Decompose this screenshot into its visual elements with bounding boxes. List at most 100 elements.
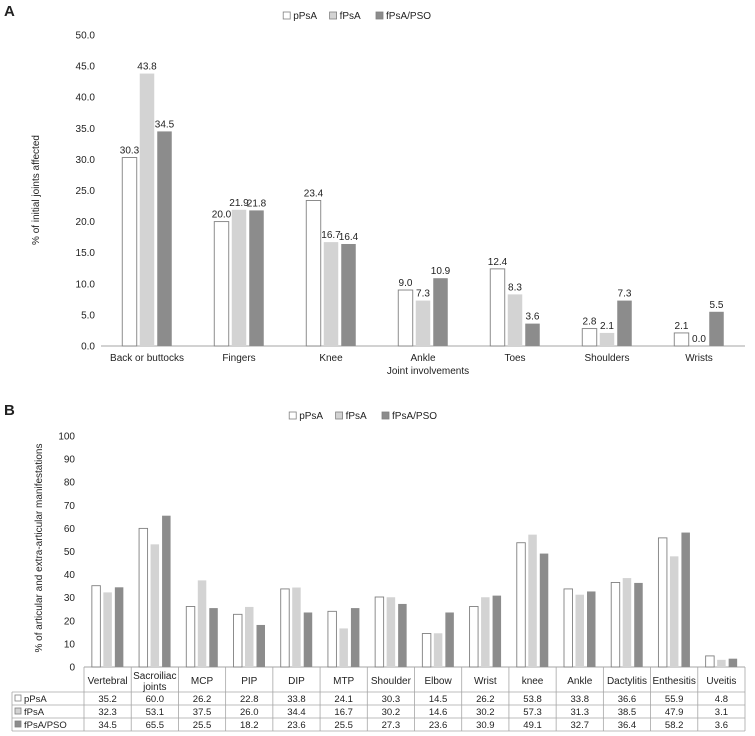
panel-a-bar-fpsa-pso-fingers	[249, 210, 264, 346]
panel-b-table-row-label-fpsa-pso: fPsA/PSO	[24, 720, 67, 731]
panel-b-y-tick-label: 60	[64, 524, 76, 535]
panel-a-data-label-ppsa-fingers: 20.0	[212, 210, 232, 221]
panel-b-bar-fpsa-pso-vertebral	[114, 587, 124, 667]
panel-a-data-label-fpsa-pso-shoulders: 7.3	[618, 289, 632, 300]
panel-a-y-tick-label: 50.0	[76, 31, 96, 42]
panel-b-y-tick-label: 50	[64, 547, 76, 558]
panel-b-bar-ppsa-elbow	[421, 633, 432, 668]
panel-b-bar-fpsa-pso-dactylitis	[634, 582, 643, 667]
panel-b-table-value-fpsa-vertebral: 32.3	[98, 707, 117, 718]
panel-b-y-tick-label: 90	[64, 455, 76, 466]
panel-a-bar-fpsa-back-or-buttocks	[139, 73, 155, 347]
panel-b-table-value-fpsa-enthesitis: 47.9	[665, 707, 684, 718]
panel-b-bar-fpsa-pso-mtp	[350, 608, 360, 667]
panel-b-bar-fpsa-pso-knee	[539, 553, 549, 667]
panel-a-bar-ppsa-toes	[489, 268, 506, 347]
panel-b-y-tick-label: 70	[64, 501, 76, 512]
panel-b-x-tick-label: Enthesitis	[652, 676, 695, 687]
panel-a-y-tick-label: 40.0	[76, 93, 96, 104]
panel-b-bar-fpsa-pso-sacroiliac-joints	[162, 515, 171, 667]
panel-b-table-row-label-ppsa: pPsA	[24, 694, 47, 705]
panel-b-bar-ppsa-ankle	[563, 588, 573, 668]
panel-b-table-row-swatch-fpsa-pso	[14, 720, 22, 728]
panel-b-table-value-ppsa-vertebral: 35.2	[98, 694, 117, 705]
panel-b-bar-fpsa-wrist	[481, 597, 490, 667]
panel-b-bar-fpsa-sacroiliac-joints	[150, 544, 160, 667]
panel-b-bar-ppsa-pip	[233, 613, 243, 668]
panel-b-bar-fpsa-pso-dip	[303, 612, 313, 667]
panel-b-x-tick-label: PIP	[241, 676, 257, 687]
panel-a-y-tick-label: 25.0	[76, 186, 96, 197]
panel-a-bar-fpsa-fingers	[231, 209, 247, 346]
panel-a-x-tick-label: Ankle	[410, 353, 435, 364]
legend-label-fpsa-pso: fPsA/PSO	[386, 11, 431, 22]
panel-b-table-value-fpsa-pso-wrist: 30.9	[476, 720, 495, 731]
panel-b-table-value-fpsa-pso-ankle: 32.7	[571, 720, 590, 731]
panel-b-bar-ppsa-uveitis	[705, 655, 715, 668]
panel-a-data-label-fpsa-wrists: 0.0	[692, 334, 706, 345]
panel-a-data-label-fpsa-back-or-buttocks: 43.8	[137, 62, 157, 73]
panel-a-data-label-ppsa-ankle: 9.0	[399, 278, 413, 289]
panel-b-bar-ppsa-wrist	[469, 606, 479, 668]
panel-b-table-value-ppsa-dip: 33.8	[287, 694, 306, 705]
panel-b-table-value-ppsa-mcp: 26.2	[193, 694, 212, 705]
panel-b-x-tick-label: Uveitis	[706, 676, 736, 687]
panel-b-table-value-ppsa-elbow: 14.5	[429, 694, 448, 705]
panel-a-data-label-fpsa-toes: 8.3	[508, 282, 522, 293]
panel-a-y-tick-label: 35.0	[76, 124, 96, 135]
panel-a-letter: A	[4, 3, 15, 20]
panel-b-x-tick-label: MTP	[333, 676, 354, 687]
panel-b-y-tick-label: 20	[64, 616, 76, 627]
panel-a-bar-fpsa-pso-knee	[341, 243, 356, 346]
panel-b-bar-fpsa-dactylitis	[622, 578, 632, 667]
panel-b-bar-fpsa-pso-elbow	[445, 612, 454, 667]
legend-swatch-fpsa-pso	[381, 411, 390, 420]
panel-b-x-tick-label: DIP	[288, 676, 305, 687]
panel-b-table-value-fpsa-ankle: 31.3	[571, 707, 590, 718]
panel-b-y-tick-label: 30	[64, 593, 76, 604]
panel-b-bar-fpsa-pso-pip	[256, 624, 265, 667]
panel-a-x-tick-label: Back or buttocks	[110, 353, 184, 364]
panel-b-y-tick-label: 0	[69, 663, 75, 674]
panel-a-data-label-fpsa-fingers: 21.9	[229, 198, 249, 209]
panel-b-x-tick-label: Elbow	[424, 676, 452, 687]
panel-a-bar-ppsa-fingers	[213, 221, 230, 347]
panel-b-table-value-fpsa-pso-shoulder: 27.3	[382, 720, 401, 731]
panel-b-bar-ppsa-dactylitis	[610, 582, 621, 668]
panel-b-bar-fpsa-pip	[245, 606, 254, 667]
panel-b-table-value-ppsa-sacroiliac-joints: 60.0	[146, 694, 165, 705]
panel-b-bar-ppsa-mtp	[327, 610, 337, 668]
legend-swatch-fpsa	[329, 11, 338, 20]
panel-b-y-tick-label: 40	[64, 570, 76, 581]
panel-b-table-value-fpsa-pso-dactylitis: 36.4	[618, 720, 637, 731]
panel-a-bar-ppsa-wrists	[673, 332, 690, 347]
panel-b-x-tick-label: Shoulder	[371, 676, 412, 687]
panel-b-x-tick-label: knee	[522, 676, 544, 687]
legend-label-ppsa: pPsA	[293, 11, 317, 22]
panel-b-y-tick-label: 10	[64, 639, 76, 650]
legend-label-fpsa: fPsA	[346, 411, 367, 422]
panel-b-table-value-fpsa-pso-knee: 49.1	[523, 720, 542, 731]
panel-b-table-value-fpsa-sacroiliac-joints: 53.1	[146, 707, 165, 718]
panel-a-data-label-fpsa-pso-ankle: 10.9	[431, 266, 451, 277]
panel-a-y-tick-label: 30.0	[76, 155, 96, 166]
panel-b-table-value-fpsa-pso-vertebral: 34.5	[98, 720, 117, 731]
panel-b-table-value-ppsa-wrist: 26.2	[476, 694, 495, 705]
panel-a-y-tick-label: 0.0	[81, 342, 95, 353]
panel-b-bar-fpsa-mcp	[197, 580, 207, 667]
panel-b-table-row-swatch-fpsa	[14, 707, 22, 715]
panel-b-x-tick-label: Dactylitis	[607, 676, 647, 687]
panel-b-bar-fpsa-enthesitis	[669, 556, 679, 667]
panel-a-bar-fpsa-pso-wrists	[709, 311, 724, 346]
panel-b-bar-fpsa-pso-enthesitis	[681, 532, 690, 667]
panel-a-chart: A % of initial joints affected 0.0 5.0 10.…	[4, 3, 745, 377]
panel-a-data-label-ppsa-shoulders: 2.8	[583, 317, 597, 328]
panel-a-bar-fpsa-shoulders	[599, 332, 615, 346]
panel-a-bar-fpsa-ankle	[415, 300, 431, 346]
panel-b-table-value-ppsa-mtp: 24.1	[334, 694, 353, 705]
panel-b-x-tick-label: Vertebral	[88, 676, 128, 687]
panel-b-bar-fpsa-dip	[292, 587, 301, 667]
panel-b-table-value-fpsa-pso-dip: 23.6	[287, 720, 306, 731]
panel-b-bar-fpsa-ankle	[575, 594, 584, 667]
